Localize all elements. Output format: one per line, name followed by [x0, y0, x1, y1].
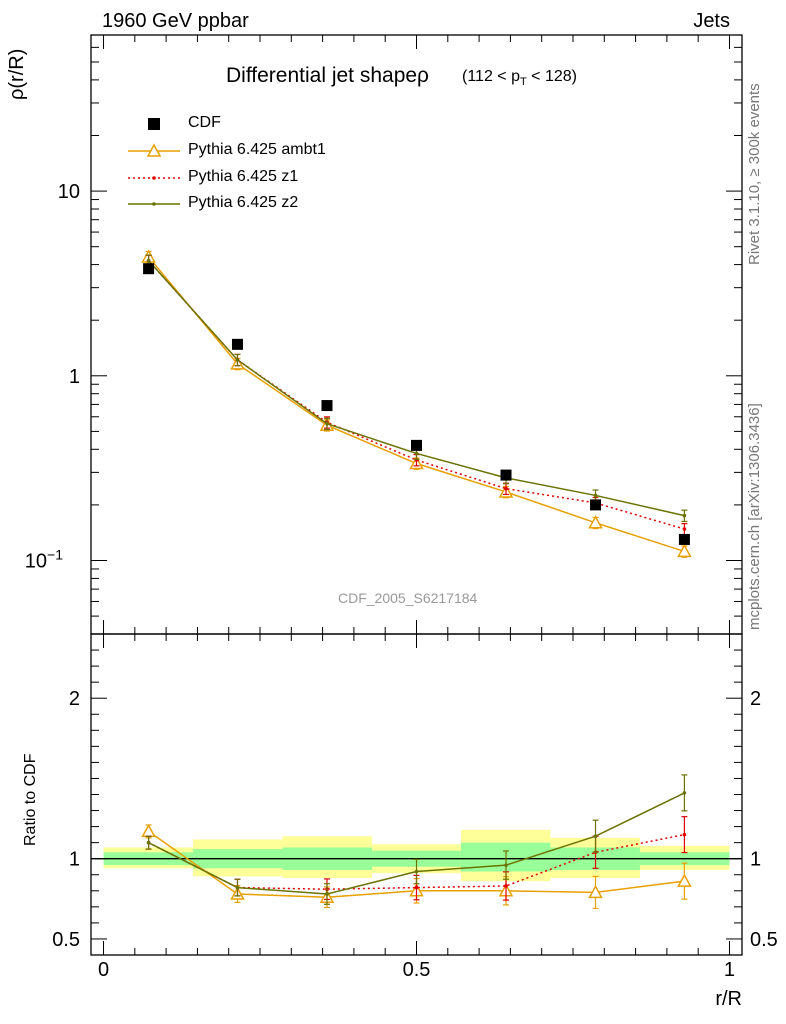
ratio-frame	[90, 633, 743, 956]
main-y-axis-label: ρ(r/R)	[6, 48, 28, 100]
header-right: Jets	[693, 10, 730, 32]
series-point	[504, 486, 508, 491]
series-line	[148, 260, 685, 530]
legend-marker-z2	[152, 202, 156, 206]
y-tick-label: 10−1	[25, 546, 63, 572]
series-point	[414, 451, 419, 456]
series-point	[325, 421, 329, 426]
data-point	[590, 499, 602, 511]
ratio-point	[141, 823, 156, 838]
data-point	[500, 469, 512, 481]
y-tick-label: 10	[58, 181, 80, 203]
y-tick-label: 1	[69, 366, 80, 388]
series-point	[235, 358, 240, 362]
ratio-y-axis-label: Ratio to CDF	[22, 753, 39, 846]
data-point	[411, 439, 422, 451]
ratio-y-tick-label-right: 2	[750, 688, 761, 710]
legend-label-z2: Pythia 6.425 z2	[188, 194, 299, 211]
x-tick-label: 0.5	[403, 959, 431, 981]
ratio-point	[677, 873, 692, 887]
series-point	[588, 515, 603, 529]
series-point	[682, 513, 687, 518]
legend-label-z1: Pythia 6.425 z1	[188, 168, 299, 185]
ratio-y-tick-label: 1	[69, 849, 80, 871]
legend-marker-cdf	[148, 118, 160, 130]
ratio-point	[146, 840, 151, 845]
analysis-watermark: CDF_2005_S6217184	[338, 590, 478, 606]
data-point	[231, 338, 243, 350]
ratio-point	[414, 869, 419, 874]
ratio-y-tick-label-right: 0.5	[750, 929, 778, 951]
ratio-y-tick-label-right: 1	[750, 849, 761, 871]
series-line	[148, 260, 685, 517]
x-tick-label: 0	[98, 959, 109, 981]
data-point	[321, 400, 333, 412]
series-point	[682, 527, 687, 531]
x-tick-label: 1	[724, 959, 735, 981]
ratio-y-tick-label: 2	[69, 688, 80, 710]
plot-title-range: (112 < pT < 128)	[462, 68, 577, 89]
ratio-point	[682, 832, 687, 837]
ratio-point	[593, 834, 598, 839]
legend-marker-ambt1	[146, 143, 162, 157]
series-line	[148, 256, 685, 553]
mcplots-label: mcplots.cern.ch [arXiv:1306.3436]	[746, 403, 763, 630]
legend-label-ambt1: Pythia 6.425 ambt1	[188, 141, 326, 158]
ratio-point	[235, 885, 240, 890]
ratio-point	[682, 791, 687, 795]
rivet-label: Rivet 3.1.10, ≥ 300k events	[746, 83, 763, 265]
legend-marker-z1	[152, 176, 156, 180]
ratio-point	[414, 885, 419, 890]
series-point	[146, 258, 151, 263]
ratio-point	[504, 863, 508, 867]
header-left: 1960 GeV ppbar	[102, 10, 249, 32]
x-axis-label: r/R	[715, 988, 742, 1010]
data-point	[678, 533, 690, 545]
ratio-point	[325, 892, 329, 896]
ratio-point	[504, 884, 508, 888]
plot-title: Differential jet shapeρ	[226, 64, 430, 87]
legend-label-cdf: CDF	[188, 114, 221, 131]
ratio-y-tick-label: 0.5	[52, 929, 80, 951]
series-point	[677, 543, 692, 558]
ratio-point	[588, 884, 603, 899]
data-point	[143, 263, 155, 275]
series-point	[593, 493, 598, 498]
